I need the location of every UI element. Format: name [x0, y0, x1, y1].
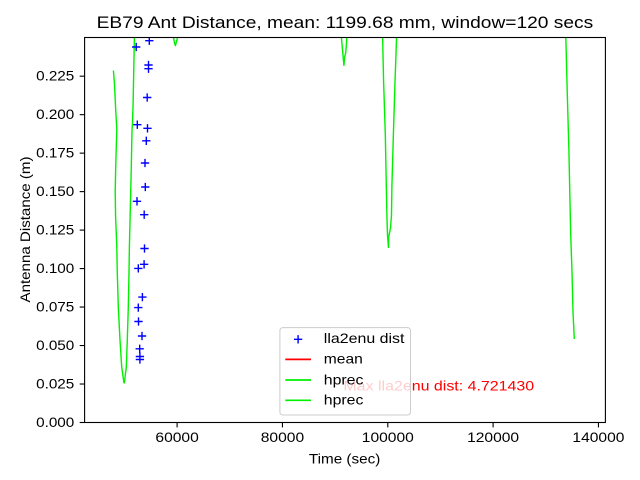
svg-text:0.050: 0.050 — [36, 337, 74, 353]
svg-text:140000: 140000 — [572, 429, 624, 445]
svg-text:0.175: 0.175 — [36, 144, 74, 160]
svg-text:lla2enu dist: lla2enu dist — [324, 330, 405, 346]
svg-text:100000: 100000 — [362, 429, 414, 445]
svg-text:120000: 120000 — [467, 429, 519, 445]
svg-text:0.000: 0.000 — [36, 414, 74, 430]
svg-text:60000: 60000 — [155, 429, 199, 445]
svg-text:0.025: 0.025 — [36, 375, 74, 391]
svg-text:hprec: hprec — [324, 371, 364, 387]
svg-text:Antenna Distance (m): Antenna Distance (m) — [17, 157, 33, 303]
svg-text:0.075: 0.075 — [36, 298, 74, 314]
svg-text:0.200: 0.200 — [36, 106, 74, 122]
svg-text:hprec: hprec — [324, 391, 364, 407]
svg-text:80000: 80000 — [261, 429, 305, 445]
svg-text:0.150: 0.150 — [36, 183, 74, 199]
svg-text:0.125: 0.125 — [36, 221, 74, 237]
svg-text:mean: mean — [324, 350, 363, 366]
svg-text:0.225: 0.225 — [36, 68, 74, 84]
svg-text:EB79 Ant Distance, mean: 1199.: EB79 Ant Distance, mean: 1199.68 mm, win… — [97, 13, 594, 32]
svg-text:Time (sec): Time (sec) — [309, 451, 380, 467]
svg-text:0.100: 0.100 — [36, 260, 74, 276]
